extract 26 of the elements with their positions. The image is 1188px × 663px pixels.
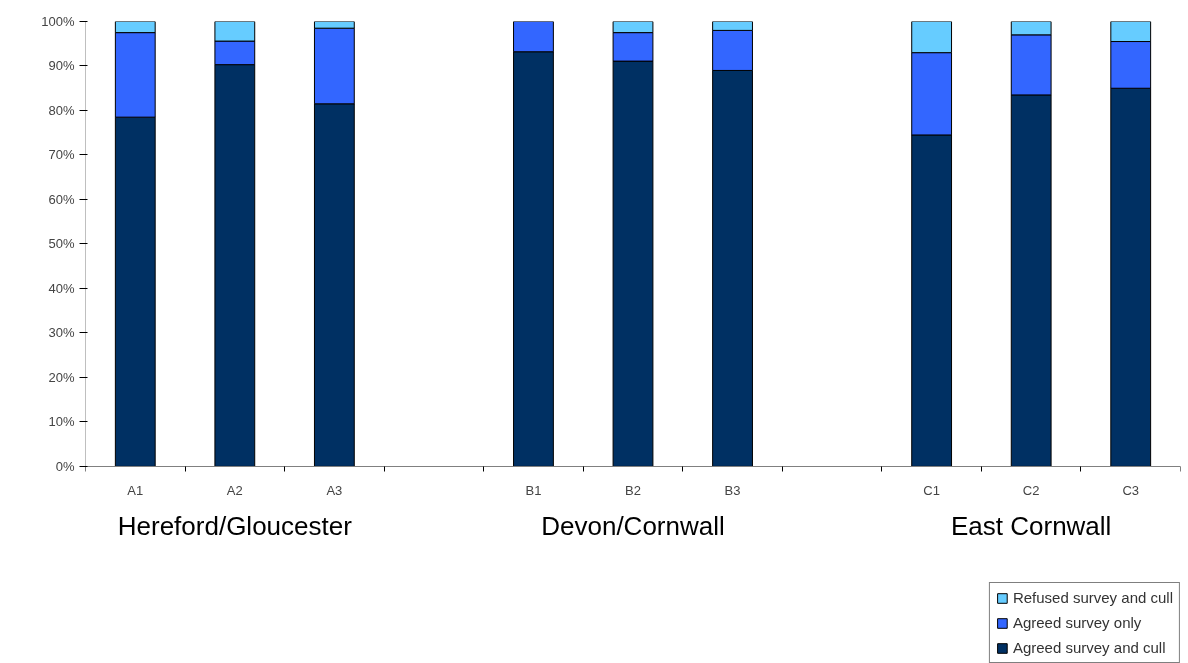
y-tick-label: 50% [48, 236, 75, 252]
text: Devon/Cornwall [541, 510, 725, 541]
x-tick-label: B3 [724, 483, 741, 499]
text: East Cornwall [950, 510, 1112, 541]
x-tick-label: C2 [1022, 483, 1040, 499]
y-tick-label: 60% [48, 191, 75, 207]
y-tick-label: 70% [48, 147, 75, 163]
x-tick-label: A2 [226, 483, 243, 499]
legend-label: Agreed survey and cull [1012, 639, 1166, 656]
y-tick-label: 10% [48, 414, 75, 430]
legend-label: Agreed survey only [1012, 614, 1142, 631]
x-tick-label: C3 [1122, 483, 1140, 499]
x-tick-label: A1 [127, 483, 144, 499]
y-tick-label: 0% [55, 458, 75, 474]
y-tick-label: 20% [48, 369, 75, 385]
x-tick-label: C1 [923, 483, 940, 499]
legend-label: Refused survey and cull [1012, 589, 1173, 606]
y-tick-label: 40% [48, 280, 75, 296]
text: Hereford/Gloucester [117, 510, 353, 541]
x-tick-label: A3 [326, 483, 343, 499]
y-tick-label: 80% [48, 102, 75, 118]
y-tick-label: 90% [48, 58, 75, 74]
x-tick-label: B1 [525, 483, 542, 499]
y-tick-label: 100% [41, 14, 75, 29]
x-tick-label: B2 [625, 483, 641, 499]
y-tick-label: 30% [48, 325, 75, 341]
